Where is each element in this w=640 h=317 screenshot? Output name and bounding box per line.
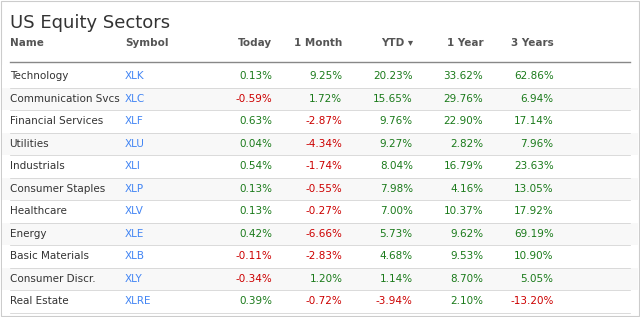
Text: -6.66%: -6.66% (305, 229, 342, 239)
Text: 8.70%: 8.70% (450, 274, 483, 284)
Text: 10.90%: 10.90% (514, 251, 554, 261)
Text: -1.74%: -1.74% (305, 161, 342, 171)
Text: 4.68%: 4.68% (380, 251, 413, 261)
Text: 0.63%: 0.63% (239, 116, 272, 126)
Text: -3.94%: -3.94% (376, 296, 413, 306)
Text: 0.39%: 0.39% (239, 296, 272, 306)
Text: Name: Name (10, 38, 44, 48)
Text: XLI: XLI (125, 161, 141, 171)
Text: Industrials: Industrials (10, 161, 65, 171)
Text: Financial Services: Financial Services (10, 116, 103, 126)
Text: Symbol: Symbol (125, 38, 168, 48)
Text: XLB: XLB (125, 251, 145, 261)
Text: 8.04%: 8.04% (380, 161, 413, 171)
Text: 22.90%: 22.90% (444, 116, 483, 126)
Bar (2, 133, 638, 155)
Text: 0.04%: 0.04% (239, 139, 272, 149)
Text: 1 Month: 1 Month (294, 38, 342, 48)
Text: Healthcare: Healthcare (10, 206, 67, 216)
Bar (2, 245, 638, 268)
Text: 7.00%: 7.00% (380, 206, 413, 216)
Text: 5.73%: 5.73% (380, 229, 413, 239)
Bar (2, 178, 638, 200)
Text: 15.65%: 15.65% (373, 94, 413, 104)
Bar (2, 87, 638, 110)
Text: 9.25%: 9.25% (309, 71, 342, 81)
Text: 9.53%: 9.53% (450, 251, 483, 261)
Text: 69.19%: 69.19% (514, 229, 554, 239)
Text: Communication Svcs: Communication Svcs (10, 94, 119, 104)
Text: 17.92%: 17.92% (514, 206, 554, 216)
Text: 7.98%: 7.98% (380, 184, 413, 194)
Text: -0.11%: -0.11% (236, 251, 272, 261)
Text: 2.10%: 2.10% (450, 296, 483, 306)
Text: -2.83%: -2.83% (305, 251, 342, 261)
Bar (2, 65, 638, 87)
Text: -0.72%: -0.72% (306, 296, 342, 306)
Text: -0.34%: -0.34% (236, 274, 272, 284)
Text: XLC: XLC (125, 94, 145, 104)
Text: 0.13%: 0.13% (239, 184, 272, 194)
Text: -0.55%: -0.55% (306, 184, 342, 194)
Text: 13.05%: 13.05% (514, 184, 554, 194)
Text: XLRE: XLRE (125, 296, 151, 306)
Text: 1.20%: 1.20% (309, 274, 342, 284)
Text: 4.16%: 4.16% (450, 184, 483, 194)
Text: Utilities: Utilities (10, 139, 49, 149)
Text: 1.14%: 1.14% (380, 274, 413, 284)
Text: Real Estate: Real Estate (10, 296, 68, 306)
Text: XLU: XLU (125, 139, 145, 149)
Text: XLK: XLK (125, 71, 145, 81)
Text: 23.63%: 23.63% (514, 161, 554, 171)
Text: 6.94%: 6.94% (520, 94, 554, 104)
Text: 1.72%: 1.72% (309, 94, 342, 104)
Text: 62.86%: 62.86% (514, 71, 554, 81)
Text: -13.20%: -13.20% (510, 296, 554, 306)
Text: 0.54%: 0.54% (239, 161, 272, 171)
Text: -2.87%: -2.87% (305, 116, 342, 126)
Text: 3 Years: 3 Years (511, 38, 554, 48)
Text: 10.37%: 10.37% (444, 206, 483, 216)
Text: Consumer Staples: Consumer Staples (10, 184, 105, 194)
Text: 0.42%: 0.42% (239, 229, 272, 239)
Text: 29.76%: 29.76% (444, 94, 483, 104)
Text: XLE: XLE (125, 229, 144, 239)
Bar (2, 110, 638, 133)
Text: 9.62%: 9.62% (450, 229, 483, 239)
Text: 5.05%: 5.05% (520, 274, 554, 284)
Text: 0.13%: 0.13% (239, 206, 272, 216)
Text: Consumer Discr.: Consumer Discr. (10, 274, 95, 284)
Text: 1 Year: 1 Year (447, 38, 483, 48)
Text: Energy: Energy (10, 229, 46, 239)
Text: -0.59%: -0.59% (236, 94, 272, 104)
Text: Basic Materials: Basic Materials (10, 251, 88, 261)
Text: XLY: XLY (125, 274, 143, 284)
Text: 2.82%: 2.82% (450, 139, 483, 149)
Text: Today: Today (238, 38, 272, 48)
Text: 7.96%: 7.96% (520, 139, 554, 149)
Bar (2, 268, 638, 290)
Text: 33.62%: 33.62% (444, 71, 483, 81)
Text: XLP: XLP (125, 184, 144, 194)
Bar (2, 155, 638, 178)
Text: -0.27%: -0.27% (306, 206, 342, 216)
Text: XLF: XLF (125, 116, 143, 126)
Text: 20.23%: 20.23% (373, 71, 413, 81)
Text: 17.14%: 17.14% (514, 116, 554, 126)
Bar (2, 290, 638, 313)
Text: -4.34%: -4.34% (305, 139, 342, 149)
Bar (2, 223, 638, 245)
Text: 16.79%: 16.79% (444, 161, 483, 171)
Text: US Equity Sectors: US Equity Sectors (10, 14, 170, 32)
Text: Technology: Technology (10, 71, 68, 81)
Text: YTD ▾: YTD ▾ (381, 38, 413, 48)
Text: 9.27%: 9.27% (380, 139, 413, 149)
Text: XLV: XLV (125, 206, 143, 216)
Bar (2, 200, 638, 223)
Text: 9.76%: 9.76% (380, 116, 413, 126)
Text: 0.13%: 0.13% (239, 71, 272, 81)
